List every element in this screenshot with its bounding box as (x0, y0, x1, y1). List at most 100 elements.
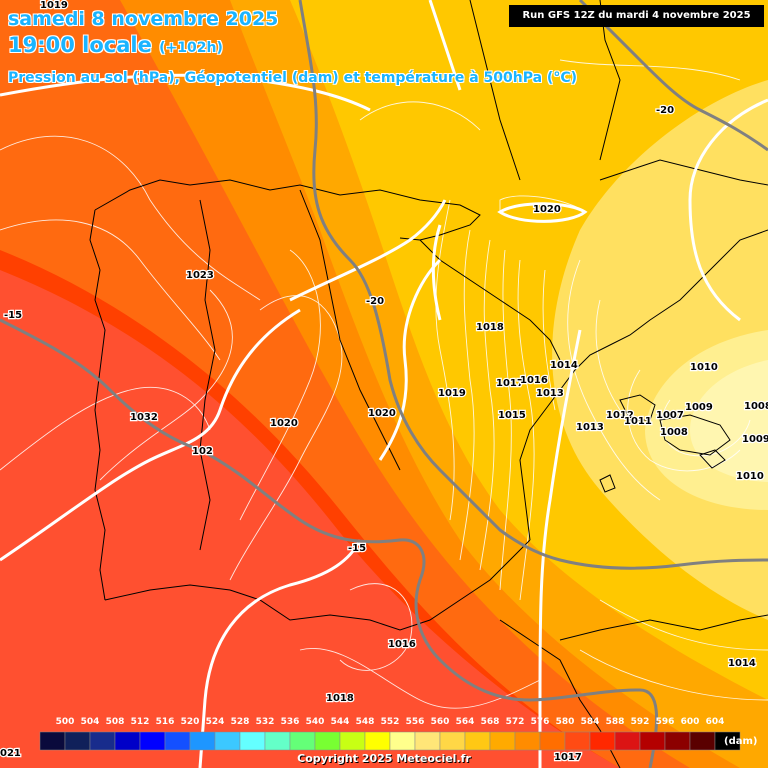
isobar-label: 1010 (690, 362, 718, 373)
legend-swatch (464, 731, 491, 751)
isobar-label: 1016 (520, 375, 548, 386)
legend-tick-label: 516 (156, 717, 175, 727)
legend-tick-label: 584 (581, 717, 600, 727)
isobar-label: 1020 (368, 408, 396, 419)
copyright: Copyright 2025 Meteociel.fr (297, 752, 471, 765)
legend-swatches (39, 731, 741, 751)
legend-tick-label: 568 (481, 717, 500, 727)
isobar-label: 1009 (685, 402, 713, 413)
legend-tick-label: 560 (431, 717, 450, 727)
legend-swatch (514, 731, 541, 751)
legend-swatch (489, 731, 516, 751)
isobar-label: 1007 (656, 410, 684, 421)
isobar-label: 102 (192, 446, 213, 457)
legend-swatch (239, 731, 266, 751)
legend-swatch (614, 731, 641, 751)
isobar-label: 1008 (744, 401, 768, 412)
map-subtitle: Pression au sol (hPa), Géopotentiel (dam… (8, 70, 577, 86)
legend-swatch (114, 731, 141, 751)
legend-tick-label: 580 (556, 717, 575, 727)
legend-tick-label: 564 (456, 717, 475, 727)
isobar-label: 1015 (498, 410, 526, 421)
legend-tick-label: 536 (281, 717, 300, 727)
legend-tick-label: 540 (306, 717, 325, 727)
legend-tick-label: 604 (706, 717, 725, 727)
legend-swatch (314, 731, 341, 751)
legend-tick-label: 508 (106, 717, 125, 727)
temperature-label: -15 (348, 543, 366, 554)
legend-swatch (139, 731, 166, 751)
legend-swatch (689, 731, 716, 751)
legend-swatch (589, 731, 616, 751)
isobar-label: 1018 (476, 322, 504, 333)
legend-swatch (64, 731, 91, 751)
isobars (0, 59, 768, 709)
legend-swatch (389, 731, 416, 751)
legend-tick-label: 596 (656, 717, 675, 727)
legend-swatch (164, 731, 191, 751)
isobar-label: 1019 (40, 0, 68, 11)
legend-tick-label: 520 (181, 717, 200, 727)
legend-swatch (414, 731, 441, 751)
isobar-label: 1017 (496, 378, 524, 389)
isobar-label: 1009 (742, 434, 768, 445)
legend-tick-label: 592 (631, 717, 650, 727)
temperature-labels: -15 -20 -20 -15 (3, 104, 676, 556)
temperature-label: -15 (4, 310, 22, 321)
legend-tick-label: 512 (131, 717, 150, 727)
legend-tick-label: 576 (531, 717, 550, 727)
isobar-label: 1013 (536, 388, 564, 399)
legend-swatch (564, 731, 591, 751)
legend-swatch (639, 731, 666, 751)
run-info: Run GFS 12Z du mardi 4 novembre 2025 (509, 5, 764, 27)
isobar-label: 1011 (624, 416, 652, 427)
legend-swatch (539, 731, 566, 751)
legend-tick-label: 500 (56, 717, 75, 727)
isobar-label: 1020 (533, 204, 561, 215)
isobar-label: 1014 (728, 658, 756, 669)
legend-swatch (714, 731, 741, 751)
legend-ticks: 500 504 508 512 516 520 524 528 532 536 540 544 548 5… (56, 717, 725, 727)
color-legend: 500 504 508 512 516 520 524 528 532 536 540 544 548 5… (39, 717, 741, 751)
isobar-label: 1014 (550, 360, 578, 371)
legend-tick-label: 528 (231, 717, 250, 727)
isobar-label: 1010 (736, 471, 764, 482)
legend-swatch (339, 731, 366, 751)
temperature-label: -20 (656, 105, 674, 116)
legend-swatch (39, 731, 66, 751)
legend-tick-label: 588 (606, 717, 625, 727)
isobar-label: 1032 (130, 412, 158, 423)
isobar-label: 1018 (326, 693, 354, 704)
legend-swatch (289, 731, 316, 751)
isobar-label: 1008 (660, 427, 688, 438)
legend-tick-label: 504 (81, 717, 100, 727)
forecast-time: 19:00 locale (+102h) (8, 33, 223, 57)
legend-tick-label: 556 (406, 717, 425, 727)
legend-unit: (dam) (724, 736, 758, 747)
legend-swatch (89, 731, 116, 751)
legend-swatch (214, 731, 241, 751)
legend-swatch (664, 731, 691, 751)
isobar-label: 1016 (388, 639, 416, 650)
forecast-date: samedi 8 novembre 2025 (8, 8, 279, 30)
legend-tick-label: 548 (356, 717, 375, 727)
legend-tick-label: 532 (256, 717, 275, 727)
legend-tick-label: 524 (206, 717, 225, 727)
isobar-label: 1019 (438, 388, 466, 399)
legend-swatch (264, 731, 291, 751)
legend-swatch (189, 731, 216, 751)
isobar-label: 1020 (270, 418, 298, 429)
legend-swatch (364, 731, 391, 751)
isobar-label: 1023 (186, 270, 214, 281)
legend-swatch (439, 731, 466, 751)
legend-tick-label: 544 (331, 717, 350, 727)
forecast-time-value: 19:00 locale (8, 33, 152, 57)
legend-tick-label: 600 (681, 717, 700, 727)
isobar-label: 1013 (576, 422, 604, 433)
isobar-label: 1017 (554, 752, 582, 763)
